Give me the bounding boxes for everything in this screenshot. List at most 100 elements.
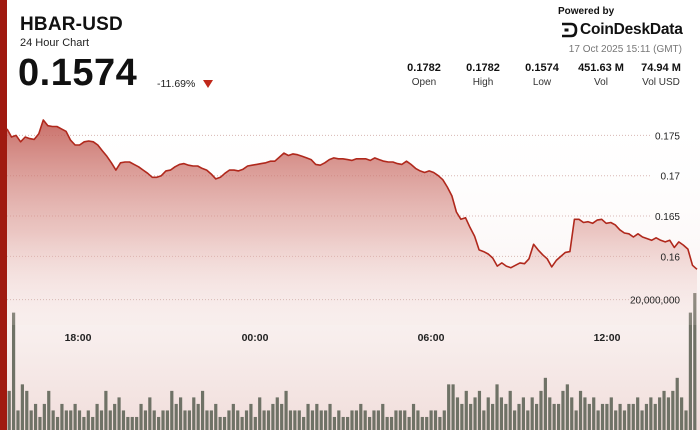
volume-bar	[126, 416, 130, 430]
volume-bar	[271, 403, 275, 430]
volume-bar	[556, 403, 561, 430]
stat-low-value: 0.1574	[525, 62, 559, 74]
volume-bar	[688, 312, 693, 430]
volume-bar	[376, 410, 380, 430]
volume-bar	[288, 410, 293, 430]
brand-name: CoinDeskData	[580, 21, 683, 38]
volume-bar	[385, 416, 389, 430]
volume-bar	[86, 410, 90, 430]
volume-bar	[565, 384, 569, 430]
volume-bar	[179, 397, 183, 430]
volume-bar	[381, 403, 385, 430]
volume-bar	[671, 390, 675, 430]
volume-bar	[552, 403, 556, 430]
volume-bar	[143, 410, 148, 430]
stat-low-label: Low	[532, 77, 552, 88]
volume-bar	[455, 397, 460, 430]
volume-bar	[442, 410, 446, 430]
current-price: 0.1574	[18, 52, 138, 94]
volume-bar	[258, 397, 262, 430]
volume-bar	[596, 410, 600, 430]
x-tick-label: 12:00	[594, 332, 621, 344]
stat-vol-value: 451.63 M	[578, 62, 624, 74]
volume-bar	[51, 410, 55, 430]
stat-vol-usd-value: 74.94 M	[641, 62, 681, 74]
price-area	[7, 120, 697, 325]
volume-bar	[438, 416, 442, 430]
volume-bar	[517, 403, 521, 430]
volume-bar	[170, 390, 174, 430]
volume-bar	[231, 403, 235, 430]
volume-bar	[11, 312, 16, 430]
volume-bar	[192, 397, 196, 430]
volume-bar	[605, 403, 609, 430]
volume-bar	[451, 384, 455, 430]
volume-bar	[253, 416, 257, 430]
volume-bar	[636, 397, 640, 430]
volume-bar	[592, 397, 596, 430]
volume-bar	[460, 403, 464, 430]
volume-tick-label: 20,000,000	[630, 296, 680, 307]
volume-bar	[693, 293, 697, 430]
volume-bar	[222, 416, 227, 430]
volume-bar	[7, 390, 11, 430]
volume-bar	[73, 403, 77, 430]
volume-bar	[477, 390, 482, 430]
x-tick-label: 06:00	[418, 332, 445, 344]
volume-bar	[91, 416, 95, 430]
volume-bar	[495, 384, 499, 430]
volume-bar	[403, 410, 407, 430]
volume-bar	[240, 416, 244, 430]
volume-bar	[104, 390, 108, 430]
volume-bar	[504, 403, 508, 430]
volume-bar	[447, 384, 451, 430]
volume-bar	[121, 410, 126, 430]
volume-bar	[38, 416, 42, 430]
volume-bar	[42, 403, 46, 430]
volume-bar	[521, 397, 525, 430]
volume-bar	[218, 416, 222, 430]
y-tick-label: 0.165	[655, 212, 680, 223]
volume-bar	[526, 410, 530, 430]
stat-vol-usd: 74.94 M Vol USD	[626, 62, 696, 88]
volume-bar	[99, 410, 104, 430]
price-change: -11.69%	[157, 78, 196, 90]
volume-bar	[367, 416, 372, 430]
y-tick-label: 0.17	[661, 172, 681, 183]
volume-bar	[341, 416, 345, 430]
brand-logo: CoinDeskData	[558, 21, 683, 39]
volume-bar	[653, 403, 657, 430]
volume-bar	[398, 410, 402, 430]
volume-bar	[152, 410, 156, 430]
volume-bar	[113, 403, 117, 430]
volume-bar	[407, 416, 411, 430]
volume-bar	[25, 390, 29, 430]
volume-bar	[148, 397, 152, 430]
volume-bar	[200, 390, 205, 430]
volume-bar	[310, 410, 315, 430]
volume-bar	[174, 403, 178, 430]
volume-bar	[684, 410, 688, 430]
volume-bar	[47, 390, 51, 430]
volume-bar	[297, 410, 301, 430]
volume-bar	[157, 416, 161, 430]
volume-bar	[280, 403, 284, 430]
coindesk-logo-icon	[562, 22, 578, 38]
volume-bar	[539, 390, 543, 430]
y-tick-label: 0.175	[655, 131, 680, 142]
volume-bar	[658, 397, 662, 430]
volume-bar	[548, 397, 552, 430]
stat-vol-label: Vol	[594, 77, 608, 88]
volume-bar	[20, 384, 24, 430]
volume-bar	[644, 403, 649, 430]
volume-bar	[513, 410, 517, 430]
stat-open-label: Open	[411, 77, 437, 88]
volume-bar	[359, 403, 363, 430]
volume-bar	[275, 397, 279, 430]
volume-bar	[649, 397, 653, 430]
volume-bar	[600, 403, 605, 430]
volume-bar	[187, 410, 191, 430]
volume-bar	[508, 390, 512, 430]
volume-bar	[680, 397, 684, 430]
volume-bar	[433, 410, 438, 430]
